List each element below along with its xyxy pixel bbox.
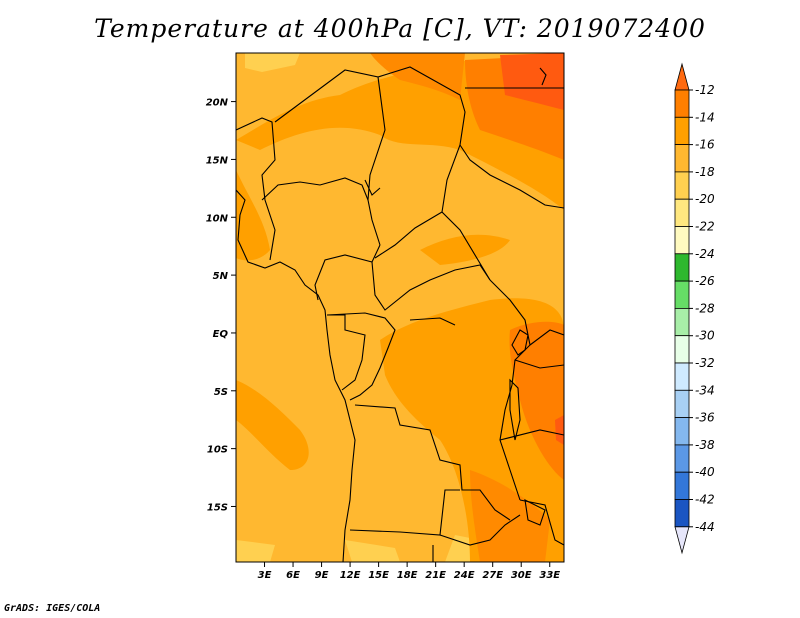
border-east-4 [519, 499, 564, 546]
colorbar-label: -20 [695, 192, 715, 206]
field-orange-band [420, 234, 510, 265]
colorbar-label: -18 [695, 165, 715, 179]
colorbar-label: -24 [695, 247, 715, 261]
field-orange-southwest [236, 380, 309, 470]
border-east-1 [529, 329, 564, 346]
colorbar-segment [674, 226, 690, 255]
y-axis-ticks: 20N 15N 10N 5N EQ 5S 10S 15S [206, 98, 236, 513]
colorbar-label: -26 [695, 274, 715, 288]
colorbar-label: -44 [695, 520, 715, 534]
x-tick-label: 15E [368, 570, 389, 581]
y-tick-label: 5N [213, 271, 229, 282]
colorbar-label: -36 [695, 411, 715, 425]
colorbar-segment [674, 171, 690, 200]
x-tick-label: 9E [315, 570, 329, 581]
field-light-s [345, 540, 400, 562]
coastline-west [236, 189, 356, 562]
field-hot-se [470, 470, 550, 562]
border-sudan [374, 211, 443, 259]
colorbar-label: -28 [695, 301, 715, 315]
field-hot-east [509, 321, 564, 480]
colorbar-segment [674, 253, 690, 282]
border-ne-2 [459, 144, 564, 209]
y-tick-label: 15N [206, 155, 229, 166]
colorbar-segment [674, 335, 690, 364]
border-congo [326, 312, 396, 401]
border-sahel [261, 177, 369, 201]
border-gabon [327, 314, 366, 391]
lake-1 [511, 329, 529, 356]
colorbar-label: -40 [695, 465, 715, 479]
colorbar-segment [674, 417, 690, 446]
border-car [371, 261, 491, 311]
colorbar-segment [674, 116, 690, 146]
colorbar-label: -38 [695, 438, 715, 452]
field-max-east [555, 415, 564, 445]
colorbar-label: -16 [695, 138, 715, 152]
river-1 [364, 179, 381, 196]
field-light-nw [245, 53, 300, 72]
y-tick-label: 5S [214, 387, 228, 398]
colorbar-segment [674, 280, 690, 309]
x-axis-ticks: 3E 6E 9E 12E 15E 18E 21E 24E 27E 30E 33E [258, 562, 560, 581]
border-north-2 [274, 69, 386, 246]
border-north-1 [236, 117, 276, 261]
field-hot-nw-top [370, 53, 465, 100]
colorbar-label: -14 [695, 110, 715, 124]
field-max-ne [500, 53, 564, 110]
ne-mark [539, 67, 547, 86]
map-frame [235, 52, 565, 563]
colorbar-label: -32 [695, 356, 715, 370]
lake-2 [509, 378, 521, 441]
lake-3 [524, 499, 546, 526]
colorbar-segment [674, 89, 690, 118]
x-tick-label: 12E [340, 570, 361, 581]
field-light-sw [236, 540, 275, 562]
colorbar-bottom-arrow [674, 526, 690, 555]
border-east-3 [499, 429, 564, 441]
colorbar-segment [674, 389, 690, 418]
y-tick-label: 20N [206, 98, 229, 109]
colorbar-label: -22 [695, 220, 715, 234]
colorbar-segment [674, 362, 690, 391]
boundaries [236, 66, 564, 562]
x-tick-label: 33E [539, 570, 560, 581]
border-cameroon [314, 244, 381, 301]
x-tick-label: 6E [286, 570, 300, 581]
y-tick-label: EQ [213, 329, 229, 340]
chart-title: Temperature at 400hPa [C], VT: 201907240… [94, 14, 706, 43]
colorbar-segment [674, 307, 690, 337]
grads-credit: GrADS: IGES/COLA [4, 603, 101, 614]
border-east-2 [514, 359, 564, 369]
x-tick-label: 30E [511, 570, 532, 581]
x-tick-label: 18E [397, 570, 418, 581]
x-tick-label: 27E [482, 570, 503, 581]
x-tick-label: 21E [425, 570, 446, 581]
field-orange-west [236, 170, 270, 261]
x-tick-label: 24E [454, 570, 475, 581]
colorbar-segment [674, 499, 690, 528]
colorbar-label: -34 [695, 383, 715, 397]
colorbar-segment [674, 444, 690, 473]
y-tick-label: 10N [206, 213, 229, 224]
x-tick-label: 3E [258, 570, 272, 581]
border-zambia [439, 514, 521, 546]
colorbar-segment [674, 144, 690, 173]
colorbar-label: -42 [695, 493, 715, 507]
lake-4 [409, 317, 456, 326]
y-tick-label: 15S [207, 502, 228, 513]
colorbar-top-arrow [674, 62, 690, 91]
border-drc-east [489, 279, 531, 501]
colorbar-label: -30 [695, 329, 715, 343]
border-drc-south [354, 404, 511, 521]
y-tick-label: 10S [207, 445, 228, 456]
colorbar-segment [674, 471, 690, 500]
colorbar: -12 -14 -16 -18 -20 -22 -24 -26 -28 -30 -32 -34 -36 -… [674, 62, 715, 555]
colorbar-label: -12 [695, 83, 715, 97]
colorbar-segment [674, 198, 690, 227]
temperature-field [236, 53, 564, 562]
